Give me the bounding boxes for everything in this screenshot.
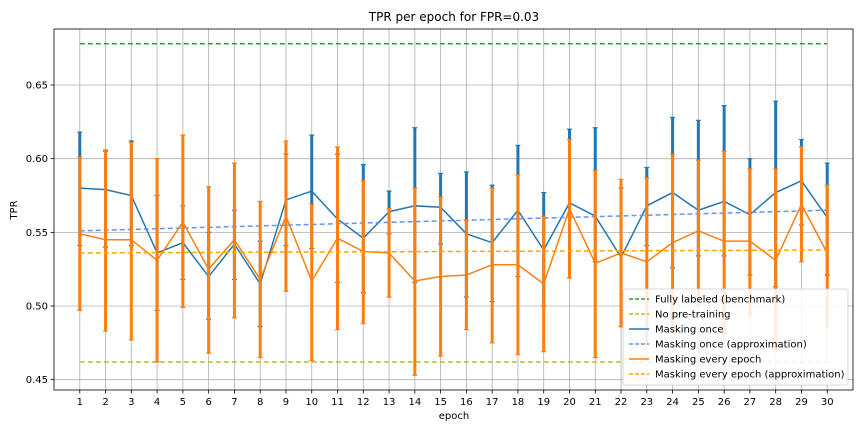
legend-label: No pre-training bbox=[655, 310, 731, 321]
x-tick-label: 15 bbox=[434, 397, 447, 408]
x-tick-label: 29 bbox=[795, 397, 808, 408]
legend-item-no-pre-training: No pre-training bbox=[629, 310, 731, 321]
legend-item-masking-every-epoch: Masking every epoch bbox=[629, 355, 761, 366]
series-masking-once-approximation bbox=[79, 209, 828, 232]
y-tick-label: 0.45 bbox=[26, 375, 48, 386]
x-tick-label: 23 bbox=[640, 397, 653, 408]
x-tick-label: 14 bbox=[408, 397, 421, 408]
x-tick-label: 17 bbox=[486, 397, 499, 408]
series-line bbox=[79, 209, 828, 232]
x-axis: 1 2 3 4 5 6 7 8 9 10 11 12 13 14 15 16 17 18 19 20 21 22 23 24 2… bbox=[77, 390, 834, 408]
x-axis-title: epoch bbox=[439, 411, 469, 422]
x-tick-label: 1 bbox=[77, 397, 83, 408]
x-tick-label: 18 bbox=[512, 397, 525, 408]
x-tick-label: 28 bbox=[769, 397, 782, 408]
x-tick-label: 25 bbox=[692, 397, 705, 408]
x-tick-label: 5 bbox=[180, 397, 186, 408]
plot-frame bbox=[53, 28, 854, 391]
legend-label: Fully labeled (benchmark) bbox=[655, 295, 785, 306]
x-tick-label: 24 bbox=[666, 397, 679, 408]
x-tick-label: 3 bbox=[128, 397, 134, 408]
x-tick-label: 26 bbox=[718, 397, 731, 408]
x-tick-label: 10 bbox=[305, 397, 318, 408]
x-tick-label: 30 bbox=[821, 397, 834, 408]
x-tick-label: 19 bbox=[537, 397, 550, 408]
x-tick-label: 16 bbox=[460, 397, 473, 408]
x-tick-label: 2 bbox=[102, 397, 108, 408]
legend-label: Masking every epoch (approximation) bbox=[655, 370, 845, 381]
series-line bbox=[79, 179, 828, 286]
legend-item-masking-every-epoch-approximation: Masking every epoch (approximation) bbox=[629, 370, 845, 381]
x-tick-label: 21 bbox=[589, 397, 602, 408]
x-tick-label: 11 bbox=[331, 397, 344, 408]
series-line bbox=[79, 202, 828, 286]
y-tick-label: 0.65 bbox=[26, 80, 48, 91]
x-tick-label: 20 bbox=[563, 397, 576, 408]
y-tick-label: 0.55 bbox=[26, 228, 48, 239]
x-tick-label: 9 bbox=[283, 397, 289, 408]
legend-item-masking-once: Masking once bbox=[629, 325, 724, 336]
y-tick-label: 0.50 bbox=[26, 302, 48, 313]
legend-label: Masking every epoch bbox=[655, 355, 761, 366]
legend-box bbox=[622, 288, 849, 386]
legend-item-fully-labeled-benchmark: Fully labeled (benchmark) bbox=[629, 295, 785, 306]
chart-title: TPR per epoch for FPR=0.03 bbox=[368, 10, 539, 24]
series-masking-every-epoch-approximation bbox=[79, 249, 828, 254]
x-tick-label: 8 bbox=[257, 397, 263, 408]
x-tick-label: 22 bbox=[615, 397, 628, 408]
series-masking-every-epoch bbox=[77, 134, 830, 376]
y-tick-label: 0.60 bbox=[26, 154, 48, 165]
legend: Fully labeled (benchmark) No pre-training… bbox=[622, 288, 849, 386]
legend-label: Masking once (approximation) bbox=[655, 340, 807, 351]
x-tick-label: 6 bbox=[205, 397, 211, 408]
legend-item-masking-once-approximation: Masking once (approximation) bbox=[629, 340, 807, 351]
plot-area bbox=[77, 42, 830, 376]
y-axis-title: TPR bbox=[9, 200, 20, 220]
x-tick-label: 4 bbox=[154, 397, 160, 408]
x-tick-label: 13 bbox=[383, 397, 396, 408]
series-line bbox=[79, 249, 828, 254]
y-axis: 0.45 0.50 0.55 0.60 0.65 bbox=[26, 80, 54, 386]
x-tick-label: 27 bbox=[744, 397, 757, 408]
x-tick-label: 12 bbox=[357, 397, 370, 408]
legend-label: Masking once bbox=[655, 325, 724, 336]
x-tick-label: 7 bbox=[231, 397, 237, 408]
